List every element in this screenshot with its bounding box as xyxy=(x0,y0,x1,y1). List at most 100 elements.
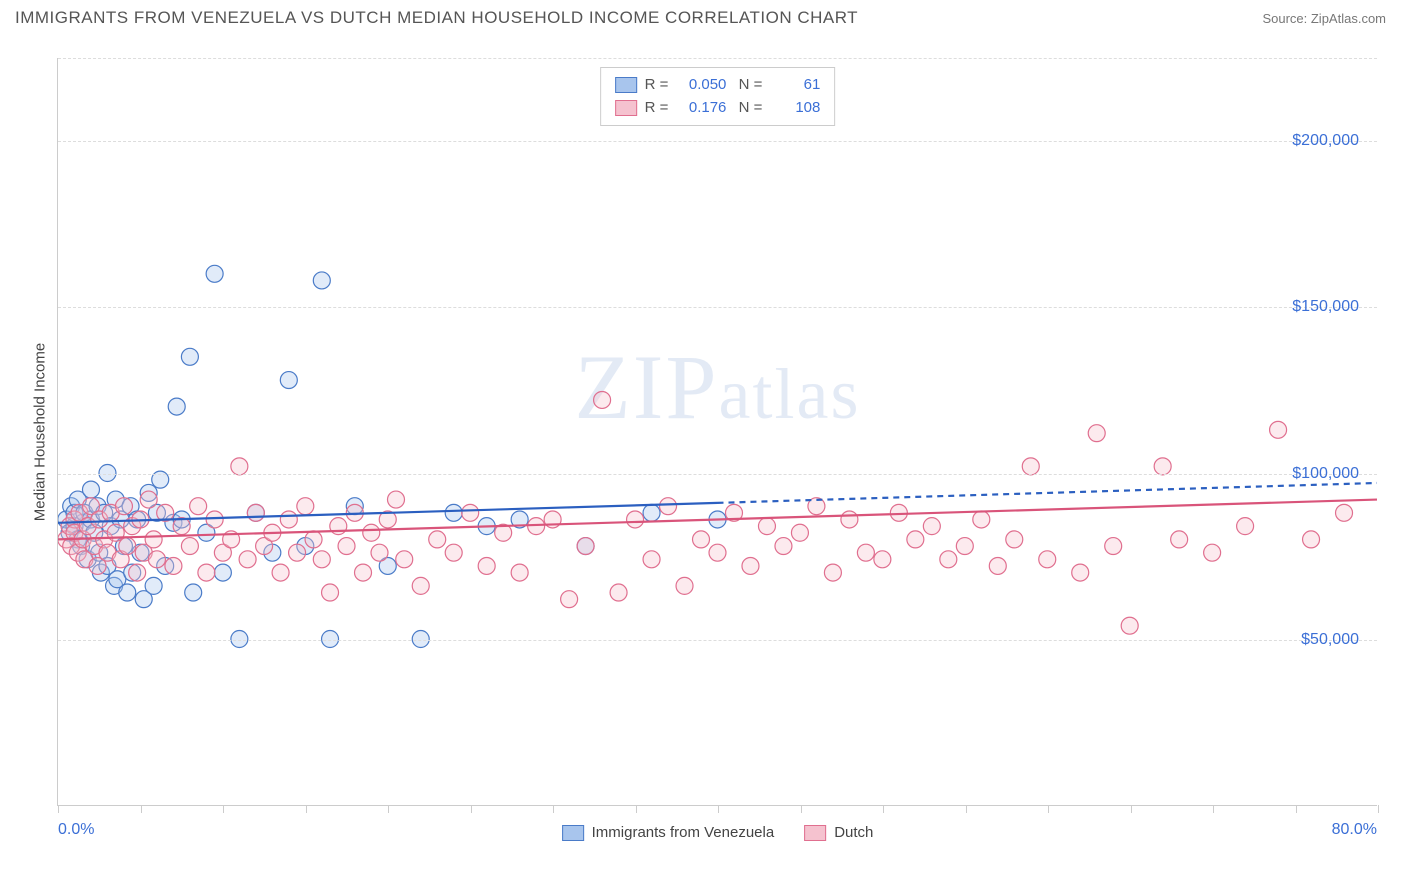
scatter-point xyxy=(841,511,858,528)
x-tick xyxy=(1296,805,1297,813)
scatter-point xyxy=(940,551,957,568)
scatter-point xyxy=(445,504,462,521)
x-tick xyxy=(306,805,307,813)
x-tick xyxy=(471,805,472,813)
scatter-point xyxy=(289,544,306,561)
gridline xyxy=(58,640,1377,641)
scatter-point xyxy=(140,491,157,508)
scatter-point xyxy=(119,538,136,555)
gridline xyxy=(58,58,1377,59)
scatter-point xyxy=(1204,544,1221,561)
scatter-point xyxy=(231,458,248,475)
scatter-point xyxy=(973,511,990,528)
scatter-point xyxy=(1154,458,1171,475)
scatter-point xyxy=(693,531,710,548)
scatter-point xyxy=(1336,504,1353,521)
x-tick xyxy=(388,805,389,813)
scatter-point xyxy=(145,577,162,594)
x-tick xyxy=(636,805,637,813)
scatter-point xyxy=(145,531,162,548)
scatter-point xyxy=(824,564,841,581)
scatter-point xyxy=(297,498,314,515)
scatter-point xyxy=(429,531,446,548)
scatter-point xyxy=(206,511,223,528)
scatter-point xyxy=(198,564,215,581)
plot-area: Median Household Income ZIPatlas R = 0.0… xyxy=(57,58,1377,806)
scatter-point xyxy=(989,557,1006,574)
scatter-point xyxy=(643,551,660,568)
scatter-point xyxy=(1006,531,1023,548)
scatter-point xyxy=(1270,421,1287,438)
y-tick-label: $50,000 xyxy=(1301,631,1359,649)
scatter-point xyxy=(338,538,355,555)
scatter-point xyxy=(594,391,611,408)
scatter-point xyxy=(168,398,185,415)
scatter-point xyxy=(956,538,973,555)
scatter-point xyxy=(412,577,429,594)
scatter-point xyxy=(272,564,289,581)
swatch-series-2 xyxy=(615,100,637,116)
scatter-point xyxy=(322,584,339,601)
scatter-point xyxy=(313,551,330,568)
scatter-point xyxy=(758,518,775,535)
scatter-point xyxy=(280,511,297,528)
scatter-point xyxy=(185,584,202,601)
scatter-point xyxy=(363,524,380,541)
scatter-point xyxy=(206,265,223,282)
scatter-point xyxy=(676,577,693,594)
scatter-point xyxy=(190,498,207,515)
scatter-point xyxy=(923,518,940,535)
scatter-plot-svg xyxy=(58,58,1377,805)
y-tick-label: $200,000 xyxy=(1292,132,1359,150)
gridline xyxy=(58,141,1377,142)
scatter-point xyxy=(577,538,594,555)
scatter-point xyxy=(313,272,330,289)
y-axis-label: Median Household Income xyxy=(32,342,49,520)
scatter-point xyxy=(355,564,372,581)
scatter-point xyxy=(1039,551,1056,568)
scatter-point xyxy=(791,524,808,541)
scatter-point xyxy=(1088,425,1105,442)
scatter-point xyxy=(181,348,198,365)
stats-legend: R = 0.050 N = 61 R = 0.176 N = 108 xyxy=(600,67,836,126)
bottom-legend: Immigrants from Venezuela Dutch xyxy=(562,824,874,841)
scatter-point xyxy=(1121,617,1138,634)
scatter-point xyxy=(129,564,146,581)
legend-item-series-1: Immigrants from Venezuela xyxy=(562,824,775,841)
chart-title: IMMIGRANTS FROM VENEZUELA VS DUTCH MEDIA… xyxy=(15,8,858,28)
scatter-point xyxy=(775,538,792,555)
r-value-series-2: 0.176 xyxy=(676,97,726,120)
x-tick xyxy=(1213,805,1214,813)
n-value-series-2: 108 xyxy=(770,97,820,120)
scatter-point xyxy=(907,531,924,548)
x-tick xyxy=(1131,805,1132,813)
x-tick xyxy=(1048,805,1049,813)
swatch-series-1 xyxy=(615,77,637,93)
scatter-point xyxy=(148,551,165,568)
legend-label-2: Dutch xyxy=(834,824,873,841)
scatter-point xyxy=(214,564,231,581)
scatter-point xyxy=(1105,538,1122,555)
scatter-point xyxy=(165,557,182,574)
scatter-point xyxy=(396,551,413,568)
scatter-point xyxy=(610,584,627,601)
x-tick xyxy=(141,805,142,813)
scatter-point xyxy=(445,544,462,561)
x-tick xyxy=(553,805,554,813)
scatter-point xyxy=(478,557,495,574)
scatter-point xyxy=(1237,518,1254,535)
x-tick xyxy=(223,805,224,813)
legend-swatch-1 xyxy=(562,825,584,841)
gridline xyxy=(58,307,1377,308)
scatter-point xyxy=(643,504,660,521)
scatter-point xyxy=(82,481,99,498)
scatter-point xyxy=(181,538,198,555)
y-tick-label: $150,000 xyxy=(1292,298,1359,316)
scatter-point xyxy=(239,551,256,568)
n-value-series-1: 61 xyxy=(770,74,820,97)
x-tick xyxy=(58,805,59,813)
x-tick xyxy=(718,805,719,813)
chart-header: IMMIGRANTS FROM VENEZUELA VS DUTCH MEDIA… xyxy=(0,0,1406,32)
scatter-point xyxy=(1072,564,1089,581)
x-tick xyxy=(883,805,884,813)
